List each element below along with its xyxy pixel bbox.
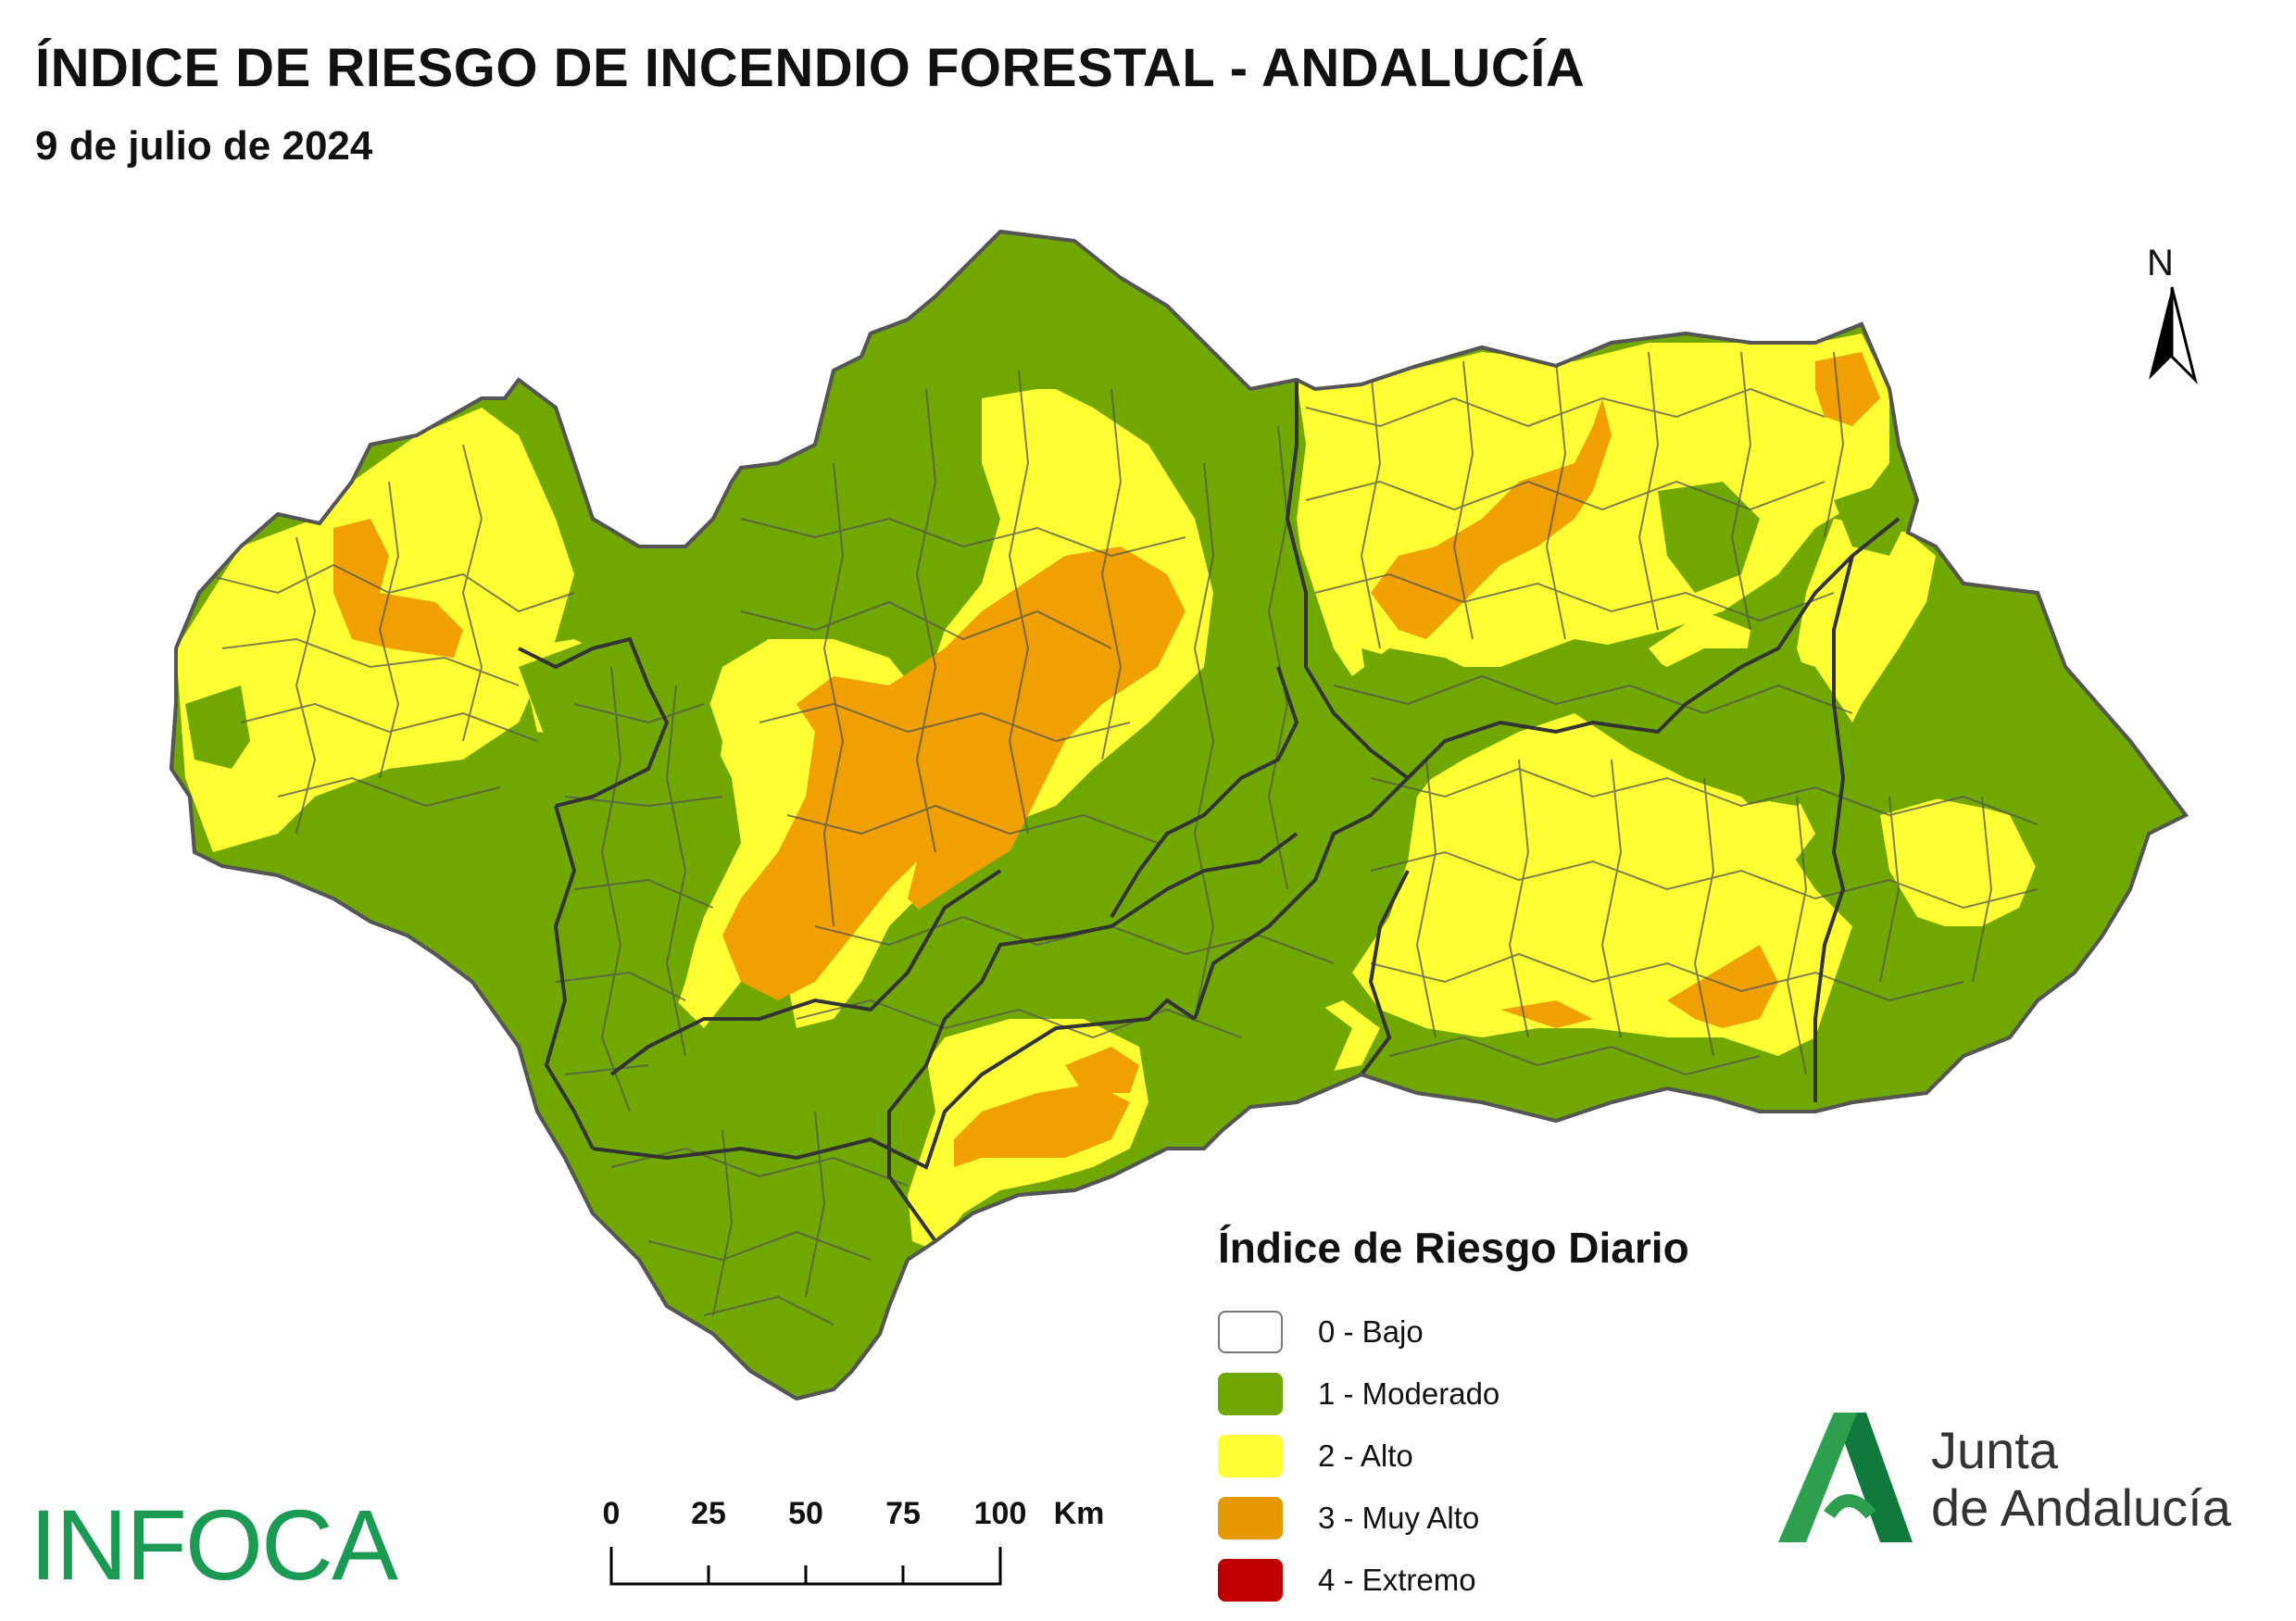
- junta-andalucia-text: Junta de Andalucía: [1931, 1422, 2231, 1537]
- north-arrow-icon: [2149, 286, 2198, 384]
- scale-tick-label: 50: [788, 1496, 823, 1531]
- legend-label: 2 - Alto: [1318, 1438, 1413, 1473]
- risk-zones-moderado: [185, 241, 2167, 1389]
- legend: Índice de Riesgo Diario 0 - Bajo 1 - Mod…: [1218, 1223, 1689, 1611]
- legend-item: 3 - Muy Alto: [1218, 1487, 1689, 1549]
- risk-zones-muy-alto: [333, 352, 1880, 1167]
- junta-line1: Junta: [1931, 1421, 2058, 1479]
- legend-item: 1 - Moderado: [1218, 1363, 1689, 1425]
- map-subtitle: 9 de julio de 2024: [35, 123, 373, 169]
- legend-label: 3 - Muy Alto: [1318, 1500, 1480, 1535]
- scale-tick-label: 100: [973, 1496, 1027, 1531]
- north-label: N: [2147, 243, 2174, 283]
- legend-swatch: [1218, 1372, 1283, 1415]
- junta-line2: de Andalucía: [1931, 1478, 2231, 1537]
- junta-andalucia-logo-icon: [1778, 1413, 1913, 1542]
- legend-label: 1 - Moderado: [1318, 1376, 1500, 1411]
- municipal-boundaries: [203, 351, 2039, 1326]
- legend-label: 0 - Bajo: [1318, 1313, 1424, 1349]
- legend-item: 4 - Extremo: [1218, 1549, 1689, 1611]
- legend-item: 0 - Bajo: [1218, 1301, 1689, 1363]
- legend-label: 4 - Extremo: [1318, 1562, 1476, 1597]
- scale-tick-label: 0: [602, 1496, 621, 1531]
- province-boundaries: [518, 380, 1901, 1243]
- map-title: ÍNDICE DE RIESGO DE INCENDIO FORESTAL - …: [35, 38, 1586, 98]
- scale-unit-label: Km: [1053, 1496, 1105, 1531]
- scale-bar-line: [609, 1547, 1002, 1586]
- legend-swatch: [1218, 1558, 1283, 1602]
- scale-tick-label: 75: [885, 1496, 921, 1531]
- legend-swatch: [1218, 1310, 1283, 1353]
- scale-bar: 0 25 50 75 100 Km: [603, 1496, 1104, 1589]
- infoca-logo: INFOCA: [30, 1489, 398, 1601]
- legend-swatch: [1218, 1434, 1283, 1477]
- legend-swatch: [1218, 1496, 1283, 1539]
- legend-title: Índice de Riesgo Diario: [1218, 1224, 1689, 1272]
- legend-item: 2 - Alto: [1218, 1425, 1689, 1487]
- scale-tick-label: 25: [691, 1496, 726, 1531]
